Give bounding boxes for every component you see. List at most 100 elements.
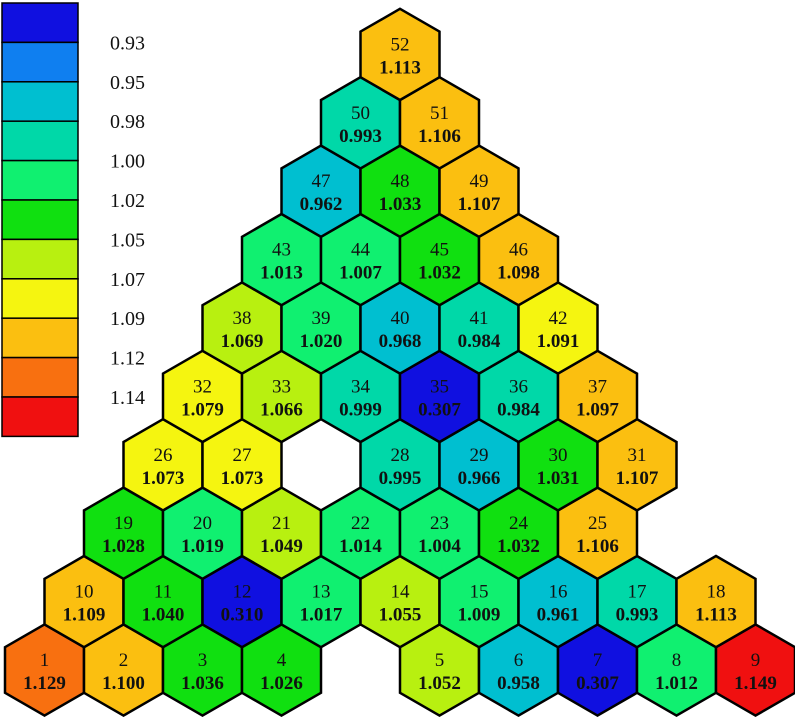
hex-id: 41	[470, 308, 489, 329]
hex-value: 0.961	[537, 605, 580, 626]
legend-swatch	[1, 396, 79, 438]
hex-id: 22	[351, 513, 370, 534]
hex-value: 1.100	[102, 673, 145, 694]
hex-id: 38	[233, 308, 252, 329]
hex-id: 24	[509, 513, 529, 534]
color-legend: 0.93 0.95 0.98 1.00 1.02 1.05 1.07 1.09 1.12 1.14	[1, 2, 145, 438]
hex-id: 6	[514, 650, 524, 671]
hex-id: 52	[391, 34, 410, 55]
hex-cell: 151.009	[438, 554, 520, 649]
hex-value: 1.109	[63, 605, 106, 626]
hex-cell: 51.052	[398, 622, 481, 718]
hex-value: 1.032	[418, 263, 461, 284]
hex-cell: 301.031	[517, 417, 599, 512]
hex-value: 1.026	[260, 673, 303, 694]
hex-id: 10	[75, 582, 94, 603]
legend-swatch	[1, 41, 79, 83]
hex-id: 28	[391, 445, 410, 466]
hex-id: 30	[549, 445, 568, 466]
hex-id: 51	[430, 103, 449, 124]
hex-id: 3	[198, 650, 208, 671]
hex-value: 1.055	[379, 605, 422, 626]
hex-cell: 521.113	[359, 7, 441, 102]
hex-value: 1.017	[300, 605, 343, 626]
hex-value: 0.995	[379, 468, 422, 489]
hex-id: 13	[312, 582, 331, 603]
hex-id: 8	[672, 650, 682, 671]
hex-value: 1.129	[23, 673, 66, 694]
legend-swatch	[1, 81, 79, 122]
legend-label: 1.07	[110, 269, 145, 291]
hex-id: 2	[119, 650, 129, 671]
hex-shape	[359, 7, 441, 102]
hex-id: 25	[588, 513, 607, 534]
legend-label: 1.09	[110, 308, 145, 330]
legend-swatch	[1, 2, 79, 44]
hex-value: 1.107	[616, 468, 659, 489]
hex-id: 4	[277, 650, 287, 671]
hex-id: 5	[435, 650, 445, 671]
hex-id: 26	[154, 445, 173, 466]
hex-value: 1.069	[221, 331, 264, 352]
hex-id: 48	[391, 171, 410, 192]
hex-id: 34	[351, 376, 371, 397]
hex-id: 33	[272, 376, 291, 397]
hex-value: 1.009	[458, 605, 501, 626]
hex-id: 18	[707, 582, 726, 603]
hex-cell: 350.307	[398, 349, 481, 444]
hex-id: 44	[351, 240, 371, 261]
hex-value: 1.113	[379, 57, 421, 78]
hex-value: 1.106	[418, 126, 461, 147]
hex-cell: 500.993	[319, 75, 402, 170]
hex-value: 1.052	[418, 673, 461, 694]
hex-value: 1.073	[221, 468, 264, 489]
hex-cell: 381.069	[201, 280, 283, 376]
hex-value: 1.031	[537, 468, 580, 489]
hex-id: 31	[628, 445, 647, 466]
hex-cell: 221.014	[319, 486, 402, 581]
hex-id: 43	[272, 240, 291, 261]
hex-id: 27	[233, 445, 252, 466]
hex-value: 1.032	[497, 536, 540, 557]
hex-cell: 60.958	[477, 622, 560, 718]
hex-cell: 11.129	[3, 622, 86, 718]
hex-id: 14	[391, 582, 411, 603]
hex-id: 20	[193, 513, 212, 534]
hex-shape	[675, 554, 757, 649]
hex-value: 1.028	[102, 536, 145, 557]
hex-value: 0.984	[458, 331, 501, 352]
hex-value: 0.984	[497, 399, 540, 420]
hex-cell: 470.962	[280, 144, 362, 239]
hex-value: 1.004	[418, 536, 461, 557]
hex-id: 49	[470, 171, 489, 192]
hex-cell: 181.113	[675, 554, 757, 649]
hex-value: 1.073	[142, 468, 185, 489]
hex-value: 1.019	[181, 536, 224, 557]
hex-cell: 421.091	[517, 280, 599, 376]
legend-label: 1.14	[110, 387, 145, 409]
hex-value: 1.113	[695, 605, 737, 626]
legend-swatch	[1, 199, 79, 241]
hex-id: 29	[470, 445, 489, 466]
hex-value: 0.307	[576, 673, 619, 694]
legend-label: 0.93	[110, 32, 145, 54]
hex-id: 37	[588, 376, 607, 397]
hex-id: 15	[470, 582, 489, 603]
hex-cell: 101.109	[43, 554, 125, 649]
hex-cell: 170.993	[596, 554, 678, 649]
hex-id: 46	[509, 240, 528, 261]
hex-value: 1.097	[576, 399, 619, 420]
hex-cell: 261.073	[122, 417, 204, 512]
hex-grid: 11.12921.10031.03641.02651.05260.95870.3…	[3, 7, 795, 718]
legend-label: 0.98	[110, 111, 145, 133]
hex-id: 11	[154, 582, 172, 603]
legend-swatch	[1, 120, 79, 162]
hex-value: 1.036	[181, 673, 224, 694]
hex-id: 47	[312, 171, 331, 192]
hex-value: 1.040	[142, 605, 185, 626]
hex-value: 0.968	[379, 331, 422, 352]
hex-cell: 160.961	[517, 554, 599, 649]
legend-label: 0.95	[110, 72, 145, 94]
legend-label: 1.05	[110, 229, 145, 251]
